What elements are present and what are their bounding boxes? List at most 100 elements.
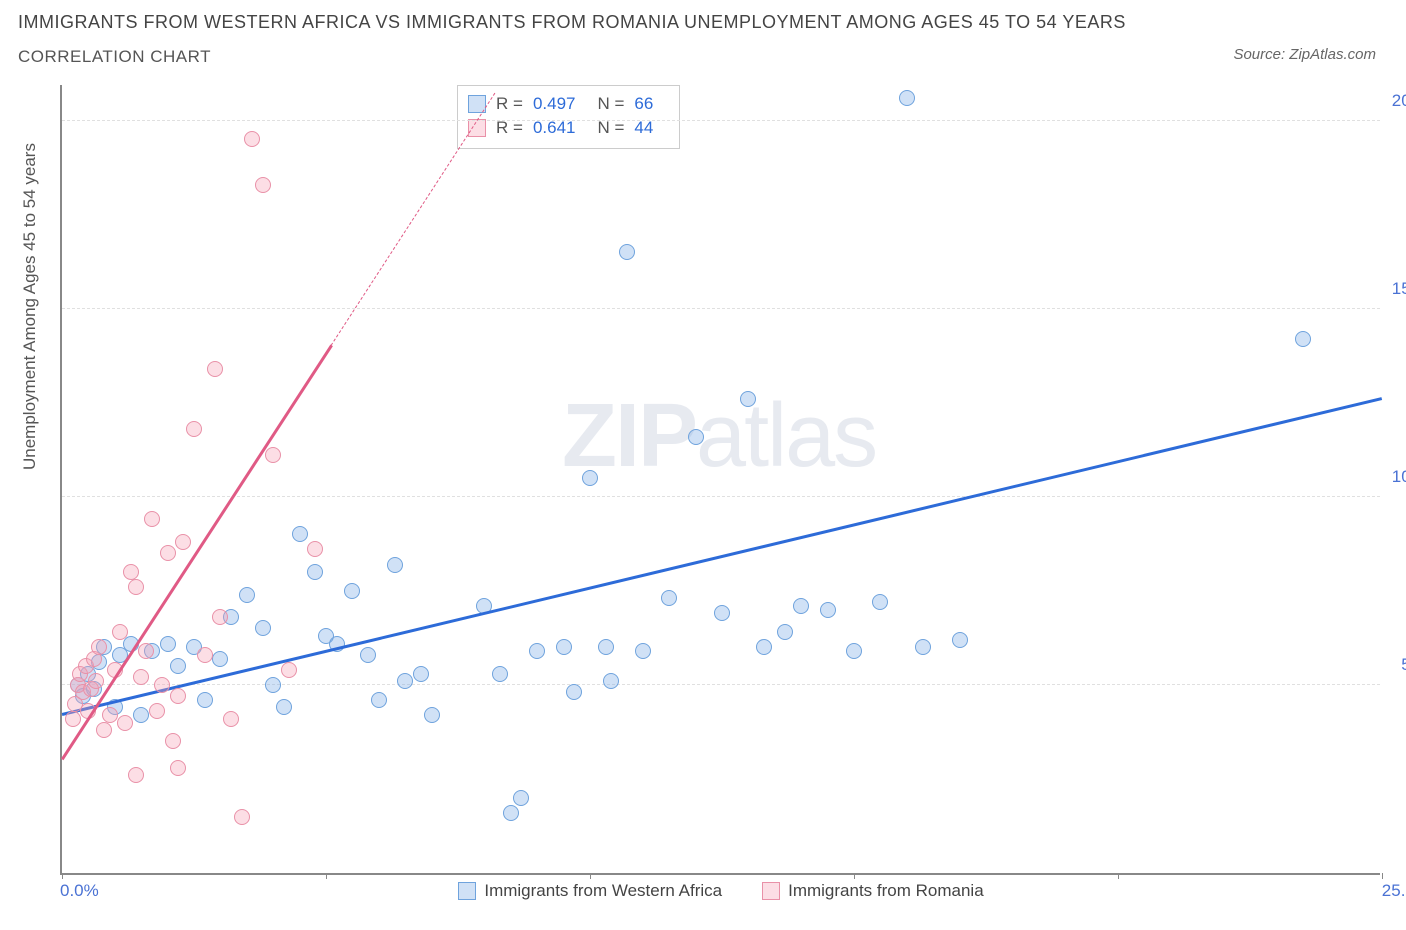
x-tick [326,873,327,879]
scatter-chart: ZIPatlas R = 0.497N = 66R = 0.641N = 44 … [60,85,1380,875]
data-point [952,632,968,648]
data-point [212,609,228,625]
data-point [154,677,170,693]
bottom-legend: Immigrants from Western Africa Immigrants… [62,881,1380,901]
stats-legend-box: R = 0.497N = 66R = 0.641N = 44 [457,85,680,149]
x-tick [62,873,63,879]
data-point [846,643,862,659]
data-point [128,767,144,783]
data-point [65,711,81,727]
data-point [360,647,376,663]
data-point [117,715,133,731]
data-point [149,703,165,719]
data-point [371,692,387,708]
y-tick-label: 20.0% [1392,91,1406,111]
data-point [212,651,228,667]
data-point [915,639,931,655]
y-tick-label: 15.0% [1392,279,1406,299]
data-point [186,421,202,437]
data-point [661,590,677,606]
data-point [619,244,635,260]
data-point [138,643,154,659]
source-credit: Source: ZipAtlas.com [1233,46,1376,63]
gridline [62,496,1380,497]
data-point [397,673,413,689]
x-tick [1382,873,1383,879]
data-point [102,707,118,723]
data-point [197,647,213,663]
data-point [239,587,255,603]
data-point [91,639,107,655]
legend-item: Immigrants from Western Africa [458,881,722,901]
data-point [207,361,223,377]
legend-item: Immigrants from Romania [762,881,984,901]
legend-label: Immigrants from Romania [788,881,984,901]
chart-title: IMMIGRANTS FROM WESTERN AFRICA VS IMMIGR… [18,12,1126,33]
legend-swatch [762,882,780,900]
data-point [234,809,250,825]
data-point [793,598,809,614]
data-point [503,805,519,821]
data-point [529,643,545,659]
data-point [344,583,360,599]
data-point [128,579,144,595]
x-tick [590,873,591,879]
data-point [133,669,149,685]
data-point [88,673,104,689]
x-max-label: 25.0% [1382,881,1406,901]
data-point [112,624,128,640]
stats-row: R = 0.497N = 66 [468,92,665,116]
y-tick-label: 10.0% [1392,467,1406,487]
data-point [556,639,572,655]
gridline [62,308,1380,309]
data-point [170,658,186,674]
data-point [265,677,281,693]
data-point [160,545,176,561]
gridline [62,684,1380,685]
data-point [96,722,112,738]
data-point [255,177,271,193]
gridline [62,120,1380,121]
data-point [307,564,323,580]
data-point [492,666,508,682]
data-point [740,391,756,407]
data-point [387,557,403,573]
legend-swatch [458,882,476,900]
data-point [276,699,292,715]
data-point [170,760,186,776]
data-point [899,90,915,106]
data-point [582,470,598,486]
data-point [165,733,181,749]
legend-label: Immigrants from Western Africa [484,881,722,901]
data-point [872,594,888,610]
data-point [265,447,281,463]
data-point [160,636,176,652]
data-point [688,429,704,445]
data-point [223,711,239,727]
data-point [281,662,297,678]
data-point [820,602,836,618]
data-point [292,526,308,542]
data-point [413,666,429,682]
x-tick [854,873,855,879]
data-point [255,620,271,636]
data-point [175,534,191,550]
data-point [566,684,582,700]
data-point [424,707,440,723]
data-point [635,643,651,659]
watermark: ZIPatlas [562,385,876,488]
regression-line [62,397,1383,715]
y-tick-label: 5.0% [1401,655,1406,675]
chart-subtitle: CORRELATION CHART [18,47,1126,67]
data-point [133,707,149,723]
data-point [307,541,323,557]
data-point [170,688,186,704]
y-axis-label: Unemployment Among Ages 45 to 54 years [20,143,40,470]
x-tick [1118,873,1119,879]
data-point [513,790,529,806]
data-point [777,624,793,640]
data-point [1295,331,1311,347]
data-point [756,639,772,655]
data-point [197,692,213,708]
data-point [123,564,139,580]
